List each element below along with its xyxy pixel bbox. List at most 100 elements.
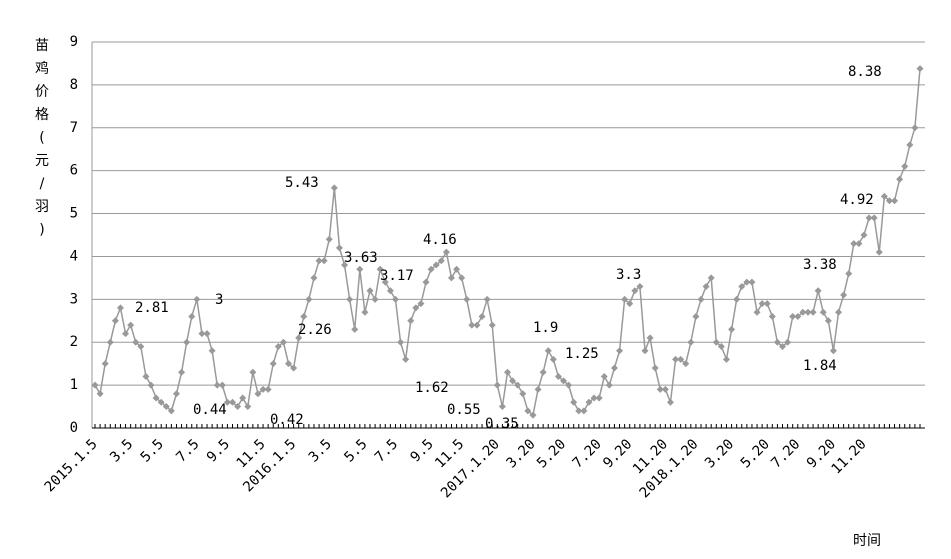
point: [341, 261, 349, 269]
y-tick-label: 0: [70, 420, 78, 436]
point: [666, 398, 674, 406]
annotation: 1.9: [533, 320, 558, 336]
y-tick-label: 2: [70, 334, 78, 350]
point: [188, 312, 196, 320]
point: [901, 162, 909, 170]
point: [850, 240, 858, 248]
y-tick-label: 6: [70, 163, 78, 179]
point: [101, 360, 109, 368]
point: [427, 265, 435, 273]
point: [315, 257, 323, 265]
y-axis-label: 苗鸡价格(元/羽): [35, 38, 49, 238]
point: [748, 278, 756, 286]
point: [203, 330, 211, 338]
point: [290, 364, 298, 372]
point: [743, 278, 751, 286]
point: [320, 257, 328, 265]
point: [621, 295, 629, 303]
point: [468, 321, 476, 329]
point: [570, 398, 578, 406]
point: [891, 197, 899, 205]
point: [391, 295, 399, 303]
point: [809, 308, 817, 316]
point: [682, 360, 690, 368]
point: [845, 270, 853, 278]
point: [814, 287, 822, 295]
point: [351, 325, 359, 333]
point: [885, 197, 893, 205]
point: [779, 343, 786, 351]
point: [397, 338, 405, 346]
point: [590, 394, 598, 402]
point: [824, 317, 832, 325]
annotation: 4.92: [840, 192, 874, 208]
point: [162, 403, 170, 411]
point: [300, 312, 308, 320]
point: [514, 381, 522, 389]
point: [656, 385, 664, 393]
y-tick-label: 7: [70, 120, 78, 136]
point: [249, 368, 257, 376]
point: [254, 390, 262, 398]
point: [274, 343, 282, 351]
point: [672, 355, 680, 363]
annotation: 4.16: [423, 232, 457, 248]
point: [641, 347, 649, 355]
point: [325, 235, 333, 243]
point: [488, 321, 496, 329]
point: [753, 308, 761, 316]
point: [264, 385, 272, 393]
point: [458, 274, 466, 282]
point: [646, 334, 654, 342]
y-tick-label: 4: [70, 248, 78, 264]
point: [305, 295, 313, 303]
point: [147, 381, 155, 389]
point: [865, 214, 873, 222]
point: [906, 141, 914, 149]
point: [911, 124, 919, 132]
point: [361, 308, 369, 316]
point: [167, 407, 175, 415]
point: [422, 278, 430, 286]
point: [636, 282, 644, 290]
point: [407, 317, 415, 325]
point: [437, 257, 445, 265]
point: [916, 65, 924, 73]
point: [366, 287, 374, 295]
annotation: 3.63: [344, 250, 378, 266]
point: [386, 287, 394, 295]
point: [310, 274, 318, 282]
annotation: 1.25: [565, 346, 599, 362]
point: [193, 295, 201, 303]
point: [722, 355, 730, 363]
point: [330, 184, 338, 192]
y-tick-label: 5: [70, 206, 78, 222]
point: [478, 312, 486, 320]
point: [616, 347, 624, 355]
point: [580, 407, 588, 415]
point: [544, 347, 552, 355]
point: [198, 330, 206, 338]
point: [575, 407, 583, 415]
point: [773, 338, 781, 346]
point: [127, 321, 135, 329]
point: [860, 231, 868, 239]
point: [763, 300, 771, 308]
point: [880, 192, 888, 200]
point: [509, 377, 517, 385]
point: [295, 334, 303, 342]
annotation: 8.38: [848, 64, 882, 80]
point: [116, 304, 124, 312]
point: [870, 214, 878, 222]
y-tick-label: 9: [70, 34, 78, 50]
point: [789, 312, 797, 320]
annotation: 3.38: [803, 257, 837, 273]
point: [626, 300, 634, 308]
point: [804, 308, 812, 316]
point: [229, 398, 236, 406]
point: [259, 385, 267, 393]
point: [183, 338, 191, 346]
point: [432, 261, 440, 269]
point: [412, 304, 420, 312]
